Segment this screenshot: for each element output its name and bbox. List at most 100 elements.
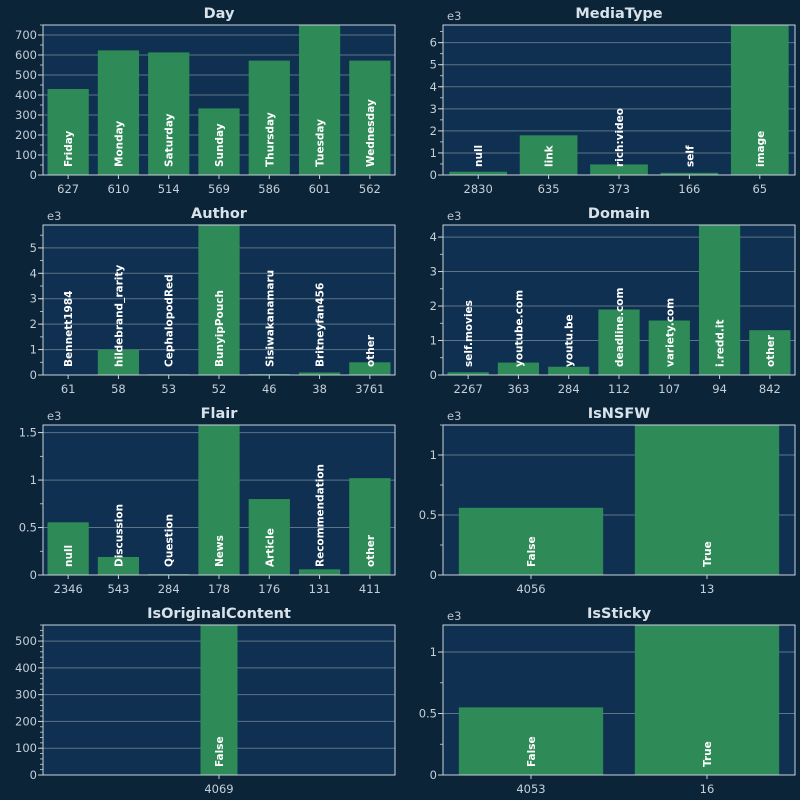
- x-tick-label: 284: [558, 382, 580, 396]
- x-tick-label: 166: [678, 182, 700, 196]
- plot-frame: [442, 224, 796, 376]
- bar: [47, 522, 89, 575]
- bar-label: Saturday: [164, 113, 176, 167]
- y-tick-label: 1: [430, 448, 437, 462]
- x-tick-label: 4053: [516, 782, 545, 796]
- x-tick-label: 411: [359, 582, 381, 596]
- y-tick-label: 3: [430, 102, 437, 116]
- bar: [634, 625, 780, 775]
- bar-label: False: [526, 536, 538, 567]
- chart-panel-3: 0 1 2 3 4 5 Bennett1984 61 hildebrand_rarity 58 Ce…: [30, 206, 396, 396]
- x-tick-label: 842: [759, 382, 781, 396]
- bar-label: Tuesday: [315, 119, 327, 167]
- y-tick-label: 1.5: [19, 426, 37, 440]
- bar: [548, 366, 590, 375]
- y-tick-label: 0: [30, 568, 37, 582]
- bar: [449, 171, 508, 175]
- x-tick-label: 2267: [454, 382, 483, 396]
- x-tick-label: 610: [107, 182, 129, 196]
- x-tick-label: 131: [309, 582, 331, 596]
- bar: [198, 108, 240, 175]
- chart-title: Author: [191, 206, 248, 222]
- bar: [200, 625, 238, 775]
- bar-label: News: [214, 535, 226, 567]
- x-tick-label: 373: [608, 182, 630, 196]
- bar: [458, 707, 604, 775]
- bar: [97, 349, 140, 375]
- bar-label: Monday: [113, 121, 125, 167]
- x-tick-label: 569: [208, 182, 230, 196]
- bar-label: other: [365, 334, 377, 367]
- plot-frame: [442, 624, 796, 776]
- bar-label: False: [214, 736, 226, 767]
- x-tick-label: 3761: [355, 382, 384, 396]
- x-tick-label: 627: [57, 182, 79, 196]
- y-tick-label: 100: [15, 148, 37, 162]
- x-tick-label: 61: [61, 382, 76, 396]
- bar: [298, 569, 341, 575]
- bar-label: Friday: [63, 130, 75, 167]
- bar: [598, 309, 640, 375]
- bar-label: other: [365, 534, 377, 567]
- y-tick-label: 300: [15, 688, 37, 702]
- y-tick-label: 1: [430, 645, 437, 659]
- y-tick-label: 400: [15, 88, 37, 102]
- bar-label: rich:video: [614, 108, 626, 167]
- bar-label: Question: [164, 514, 176, 567]
- y-tick-label: 3: [430, 265, 437, 279]
- y-tick-label: 2: [430, 124, 437, 138]
- x-tick-label: 38: [312, 382, 327, 396]
- y-tick-label: 4: [430, 230, 437, 244]
- x-tick-label: 635: [538, 182, 560, 196]
- bar: [698, 225, 741, 375]
- x-tick-label: 4056: [516, 582, 545, 596]
- y-tick-label: 4: [30, 266, 37, 280]
- bar: [298, 372, 341, 375]
- x-tick-label: 363: [507, 382, 529, 396]
- chart-panel-1: 0 100 200 300 400 500 600 700 Friday 627 Monday 610…: [15, 6, 396, 196]
- y-tick-label: 0: [30, 768, 37, 782]
- chart-title: IsSticky: [587, 606, 652, 622]
- bar: [349, 60, 391, 175]
- x-tick-label: 94: [712, 382, 727, 396]
- axis-exponent-label: e3: [47, 209, 61, 223]
- bar-label: deadline.com: [614, 288, 626, 367]
- axis-exponent-label: e3: [447, 209, 461, 223]
- bar: [47, 89, 89, 175]
- bar-label: youtube.com: [513, 290, 525, 367]
- y-tick-label: 0: [430, 768, 437, 782]
- chart-title: MediaType: [575, 6, 662, 22]
- y-tick-label: 0: [430, 368, 437, 382]
- bar-label: True: [702, 541, 714, 567]
- y-tick-label: 3: [30, 292, 37, 306]
- x-tick-label: 2830: [464, 182, 493, 196]
- bar-label: variety.com: [664, 298, 676, 367]
- plot-frame: [42, 624, 396, 776]
- y-tick-label: 200: [15, 128, 37, 142]
- y-tick-label: 4: [430, 80, 437, 94]
- chart-panel-6: 0 0.5 1 False 4056 True 13 IsNSFW e3: [419, 406, 796, 596]
- y-tick-label: 1: [30, 343, 37, 357]
- bar: [97, 556, 140, 575]
- bar-label: Discussion: [113, 504, 125, 567]
- plot-frame: [442, 424, 796, 576]
- y-tick-label: 0.5: [419, 707, 437, 721]
- x-tick-label: 2346: [54, 582, 83, 596]
- bar-label: null: [473, 145, 485, 167]
- x-tick-label: 543: [107, 582, 129, 596]
- bar-label: null: [63, 545, 75, 567]
- y-tick-label: 0: [430, 168, 437, 182]
- y-tick-label: 700: [15, 28, 37, 42]
- bar: [497, 362, 540, 375]
- bar-label: Sisiwakanamaru: [264, 270, 276, 367]
- y-tick-label: 1: [30, 473, 37, 487]
- bar: [148, 52, 190, 175]
- bar: [590, 164, 648, 175]
- y-tick-label: 1: [430, 146, 437, 160]
- bar-label: youtu.be: [564, 314, 576, 367]
- bar: [458, 507, 604, 575]
- x-tick-label: 107: [658, 382, 680, 396]
- x-tick-label: 65: [752, 182, 767, 196]
- chart-title: Flair: [201, 406, 239, 422]
- bar: [248, 373, 290, 375]
